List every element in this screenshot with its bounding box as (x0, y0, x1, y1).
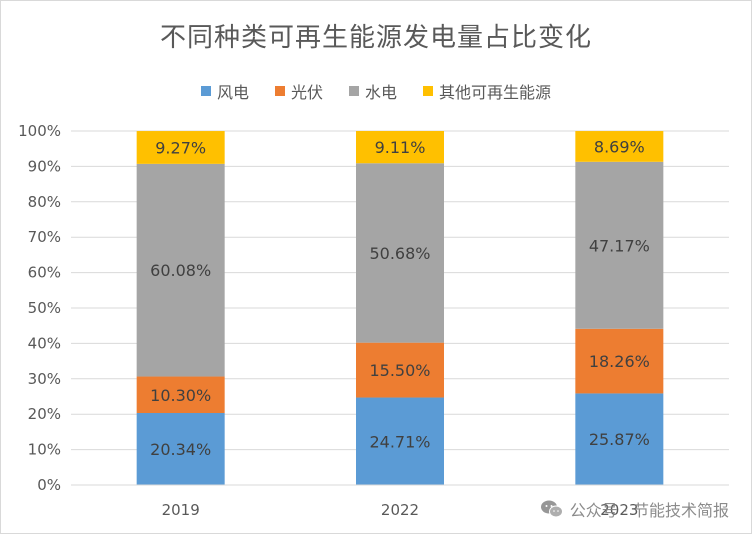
bar-segment (356, 163, 444, 343)
y-tick-label: 80% (28, 193, 61, 211)
legend-item: 风电 (200, 79, 249, 103)
legend-swatch (274, 86, 285, 96)
y-tick-label: 90% (28, 157, 61, 175)
data-label: 9.11% (375, 138, 426, 157)
legend-label: 风电 (216, 83, 249, 102)
legend-swatch (423, 86, 434, 96)
y-tick-label: 60% (28, 264, 61, 282)
x-tick-label: 2019 (162, 501, 200, 519)
data-label: 60.08% (150, 261, 211, 280)
data-label: 10.30% (150, 386, 211, 405)
data-label: 24.71% (369, 432, 430, 451)
x-tick-label: 2022 (381, 501, 419, 519)
legend-label: 水电 (365, 83, 398, 102)
y-tick-label: 70% (28, 228, 61, 246)
bar-segment (575, 328, 664, 394)
x-tick-label: 2023 (600, 501, 638, 519)
bar-segment (575, 161, 664, 329)
data-label: 18.26% (589, 352, 650, 371)
legend-swatch (349, 86, 359, 96)
chart-title: 不同种类可再生能源发电量占比变化 (159, 23, 592, 53)
y-tick-label: 30% (28, 370, 61, 388)
bar-segment (136, 376, 225, 413)
y-tick-label: 50% (28, 299, 61, 317)
data-label: 47.17% (589, 236, 650, 255)
y-tick-label: 20% (28, 405, 61, 423)
legend-item: 水电 (349, 79, 397, 103)
data-label: 8.69% (594, 137, 645, 156)
bar-segment (356, 131, 444, 164)
data-label: 20.34% (150, 440, 211, 459)
bar-segment (356, 342, 444, 398)
y-tick-label: 10% (28, 441, 61, 459)
watermark: 公众号 · 节能技术简报 (540, 497, 729, 521)
bar-segment (136, 131, 225, 164)
data-label: 15.50% (369, 361, 430, 380)
legend-label: 光伏 (290, 83, 323, 102)
bar-segment (356, 397, 444, 485)
legend-item: 光伏 (274, 79, 323, 103)
chart-legend: 风电 光伏 水电 其他可再生能源 (1, 79, 751, 103)
data-label: 50.68% (369, 244, 430, 263)
bar-segment (575, 131, 664, 162)
y-tick-label: 100% (18, 122, 61, 140)
y-tick-label: 40% (28, 334, 61, 352)
legend-label: 其他可再生能源 (439, 83, 552, 102)
bar-segment (136, 412, 225, 485)
bar-segment (575, 393, 664, 485)
wechat-icon (540, 500, 563, 518)
data-label: 25.87% (589, 430, 650, 449)
data-label: 9.27% (155, 138, 206, 157)
legend-item: 其他可再生能源 (423, 79, 551, 103)
y-tick-label: 0% (37, 476, 61, 494)
legend-swatch (200, 86, 211, 96)
bar-segment (136, 163, 225, 377)
watermark-text: 公众号 · 节能技术简报 (569, 501, 729, 520)
